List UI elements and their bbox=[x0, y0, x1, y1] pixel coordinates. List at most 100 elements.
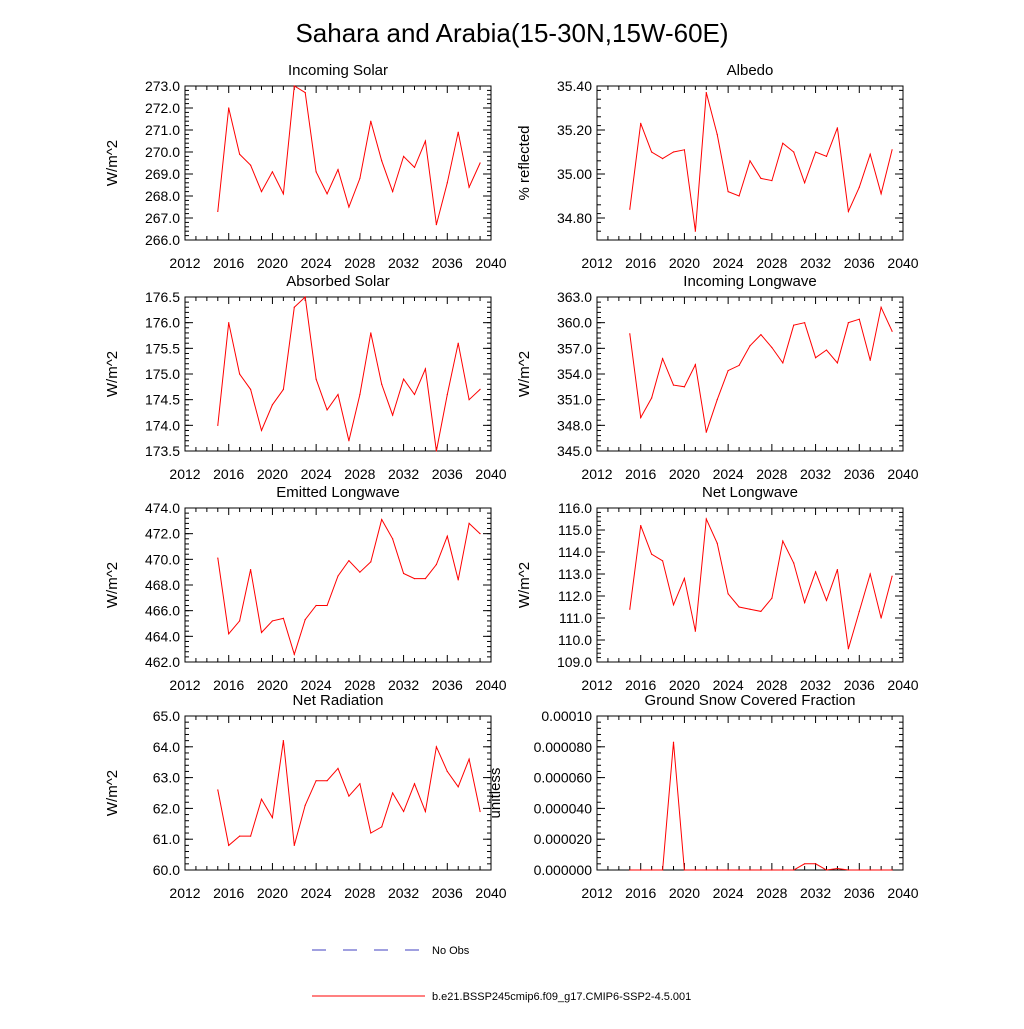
y-tick-label: 60.0 bbox=[153, 862, 180, 878]
data-point bbox=[683, 869, 686, 871]
plot-frame bbox=[596, 85, 904, 241]
y-tick-label: 115.0 bbox=[558, 522, 592, 538]
x-tick-label: 2024 bbox=[301, 255, 332, 271]
y-tick-label: 61.0 bbox=[153, 831, 180, 847]
data-point bbox=[651, 151, 653, 153]
x-tick-label: 2024 bbox=[713, 677, 744, 693]
panels: Incoming Solar 2012 2016 2020 2024 2028 2032 20… bbox=[104, 62, 919, 901]
data-point bbox=[392, 191, 394, 193]
data-point bbox=[479, 810, 481, 813]
data-point bbox=[880, 306, 882, 308]
plot-frame bbox=[184, 85, 492, 241]
data-point bbox=[228, 633, 230, 635]
data-point bbox=[629, 333, 631, 335]
data-point bbox=[716, 542, 718, 544]
x-tick-label: 2032 bbox=[800, 677, 831, 693]
data-point bbox=[847, 210, 849, 212]
data-point bbox=[727, 191, 729, 193]
data-point bbox=[370, 561, 372, 563]
y-tick-label: 363.0 bbox=[557, 289, 592, 305]
y-tick-label: 62.0 bbox=[153, 800, 180, 816]
data-point bbox=[260, 798, 263, 800]
data-point bbox=[847, 869, 849, 871]
panel-title: Ground Snow Covered Fraction bbox=[645, 692, 856, 709]
series-line bbox=[217, 518, 481, 656]
chart-panel-7: Net Radiation 2012 2016 2020 2024 2028 2032 203… bbox=[104, 692, 507, 901]
data-point bbox=[825, 599, 828, 602]
x-tick-label: 2020 bbox=[257, 885, 288, 901]
data-point bbox=[479, 533, 481, 535]
y-tick-label: 0.00010 bbox=[541, 708, 592, 724]
y-tick-label: 0.000080 bbox=[534, 739, 593, 755]
data-point bbox=[705, 869, 707, 871]
figure-title: Sahara and Arabia(15-30N,15W-60E) bbox=[295, 18, 728, 48]
x-tick-label: 2020 bbox=[669, 255, 700, 271]
data-point bbox=[782, 540, 784, 542]
panel-title: Absorbed Solar bbox=[286, 273, 389, 290]
x-tick-label: 2024 bbox=[713, 255, 744, 271]
data-point bbox=[858, 186, 860, 188]
y-tick-label: 35.00 bbox=[557, 166, 592, 182]
data-point bbox=[304, 296, 306, 298]
data-point bbox=[760, 177, 762, 179]
data-point bbox=[249, 835, 252, 837]
data-point bbox=[337, 575, 339, 577]
data-point bbox=[869, 573, 871, 575]
data-point bbox=[348, 560, 350, 562]
y-tick-label: 462.0 bbox=[145, 654, 180, 670]
data-point bbox=[413, 577, 416, 580]
y-tick-label: 474.0 bbox=[145, 500, 180, 516]
data-point bbox=[326, 409, 328, 411]
data-point bbox=[629, 869, 631, 871]
data-point bbox=[457, 786, 459, 788]
data-point bbox=[793, 151, 795, 153]
data-point bbox=[858, 869, 860, 871]
data-point bbox=[847, 648, 849, 650]
data-point bbox=[239, 153, 241, 155]
data-point bbox=[271, 404, 274, 406]
data-point bbox=[315, 171, 317, 173]
data-point bbox=[293, 85, 295, 87]
data-point bbox=[337, 767, 339, 769]
y-tick-label: 35.40 bbox=[557, 78, 592, 94]
data-point bbox=[771, 869, 773, 871]
y-tick-label: 174.0 bbox=[145, 417, 180, 433]
y-tick-label: 113.0 bbox=[558, 566, 592, 582]
data-point bbox=[446, 182, 448, 184]
y-tick-label: 269.0 bbox=[145, 166, 180, 182]
data-point bbox=[804, 863, 806, 865]
y-tick-label: 272.0 bbox=[145, 100, 180, 116]
y-tick-label: 35.20 bbox=[557, 122, 592, 138]
x-tick-label: 2032 bbox=[388, 255, 419, 271]
x-tick-label: 2016 bbox=[213, 255, 244, 271]
data-point bbox=[694, 363, 696, 366]
data-point bbox=[370, 832, 372, 834]
data-point bbox=[217, 557, 219, 559]
data-point bbox=[661, 560, 664, 562]
x-tick-label: 2016 bbox=[213, 677, 244, 693]
data-point bbox=[672, 384, 675, 386]
data-point bbox=[239, 835, 241, 837]
data-point bbox=[836, 569, 839, 571]
data-point bbox=[727, 869, 729, 871]
x-tick-label: 2040 bbox=[475, 885, 506, 901]
y-tick-label: 0.000020 bbox=[534, 831, 593, 847]
x-tick-label: 2016 bbox=[213, 466, 244, 482]
data-point bbox=[705, 431, 707, 433]
data-point bbox=[402, 810, 405, 813]
data-point bbox=[672, 604, 675, 606]
data-point bbox=[239, 373, 241, 375]
x-tick-label: 2032 bbox=[388, 885, 419, 901]
data-point bbox=[683, 577, 686, 580]
y-axis-label: W/m^2 bbox=[104, 562, 121, 608]
x-tick-label: 2036 bbox=[844, 255, 875, 271]
data-point bbox=[640, 417, 642, 419]
data-point bbox=[348, 795, 350, 797]
data-point bbox=[239, 620, 241, 622]
panel-title: Net Longwave bbox=[702, 484, 798, 501]
data-point bbox=[446, 770, 448, 773]
y-axis-label: W/m^2 bbox=[104, 351, 121, 397]
legend-label-no-obs: No Obs bbox=[432, 945, 470, 957]
data-point bbox=[858, 610, 860, 613]
